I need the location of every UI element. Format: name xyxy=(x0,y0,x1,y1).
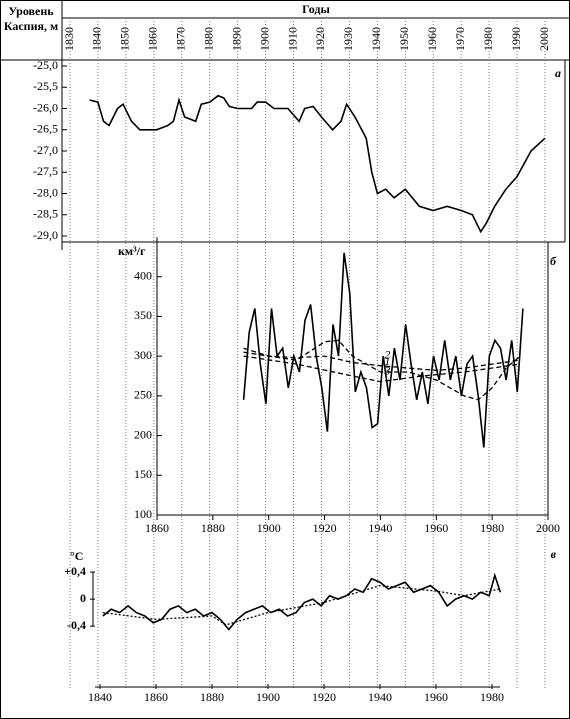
x-tick-label: 1960 xyxy=(425,27,439,51)
data-line xyxy=(89,94,546,234)
y-axis-title: °C xyxy=(70,549,83,563)
x-tick-label: 1990 xyxy=(509,27,523,51)
x-tick-label: 1880 xyxy=(200,690,224,704)
x-tick-label: 1940 xyxy=(368,690,392,704)
panel-label: в xyxy=(551,547,557,561)
x-tick-label: 1940 xyxy=(368,521,392,535)
x-tick-label: 1980 xyxy=(480,690,504,704)
y-tick-label: -25,0 xyxy=(33,58,58,72)
y-tick-label: 300 xyxy=(134,348,152,362)
y-axis-title: км³/г xyxy=(118,244,146,258)
x-tick-label: 1970 xyxy=(453,27,467,51)
x-tick-label: 1960 xyxy=(424,690,448,704)
x-tick-label: 1840 xyxy=(88,690,112,704)
y-tick-label: -26,0 xyxy=(33,100,58,114)
x-axis-title: Годы xyxy=(302,2,330,16)
x-tick-label: 1860 xyxy=(145,521,169,535)
y-tick-label: -25,5 xyxy=(33,79,58,93)
smoothed-line xyxy=(243,339,521,401)
series-label: 3 xyxy=(383,363,390,377)
x-tick-label: 1980 xyxy=(480,521,504,535)
panel-label: а xyxy=(555,66,561,80)
y-axis-title: Уровень Каспия, м xyxy=(3,4,59,33)
y-tick-label: -27,0 xyxy=(33,143,58,157)
x-tick-label: 1920 xyxy=(313,521,337,535)
y-tick-label: 250 xyxy=(134,388,152,402)
y-tick-label: +0,4 xyxy=(64,564,86,578)
series-label: 1 xyxy=(384,354,390,368)
x-tick-label: 1900 xyxy=(256,690,280,704)
y-tick-label: 150 xyxy=(134,467,152,481)
x-tick-label: 1980 xyxy=(481,27,495,51)
x-tick-label: 1930 xyxy=(341,27,355,51)
data-line xyxy=(102,572,502,631)
y-tick-label: 350 xyxy=(134,308,152,322)
x-tick-label: 1900 xyxy=(257,27,271,51)
y-tick-label: -26,5 xyxy=(33,122,58,136)
y-tick-label: -28,5 xyxy=(33,207,58,221)
smoothed-line xyxy=(243,347,521,372)
x-tick-label: 1950 xyxy=(397,27,411,51)
y-tick-label: -0,4 xyxy=(67,618,86,632)
x-tick-label: 1960 xyxy=(424,521,448,535)
x-tick-label: 1880 xyxy=(201,27,215,51)
x-tick-label: 1890 xyxy=(229,27,243,51)
x-tick-label: 1860 xyxy=(144,690,168,704)
panel-label: б xyxy=(550,254,557,268)
x-tick-label: 1840 xyxy=(90,27,104,51)
x-tick-label: 1910 xyxy=(285,27,299,51)
x-tick-label: 1940 xyxy=(369,27,383,51)
data-line xyxy=(242,252,524,448)
series-label: 2 xyxy=(384,347,390,361)
x-tick-label: 1880 xyxy=(201,521,225,535)
x-tick-label: 2000 xyxy=(537,27,551,51)
y-tick-label: -29,0 xyxy=(33,228,58,242)
smoothed-line xyxy=(243,355,521,383)
y-tick-label: 100 xyxy=(134,507,152,521)
x-tick-label: 1900 xyxy=(257,521,281,535)
x-tick-label: 1850 xyxy=(118,27,132,51)
y-tick-label: -28,0 xyxy=(33,185,58,199)
x-tick-label: 1830 xyxy=(62,27,76,51)
x-tick-label: 1920 xyxy=(312,690,336,704)
x-tick-label: 1870 xyxy=(174,27,188,51)
x-tick-label: 2000 xyxy=(536,521,560,535)
y-tick-label: -27,5 xyxy=(33,164,58,178)
y-tick-label: 0 xyxy=(80,591,86,605)
x-tick-label: 1860 xyxy=(146,27,160,51)
x-tick-label: 1920 xyxy=(313,27,327,51)
y-tick-label: 400 xyxy=(134,268,152,282)
y-tick-label: 200 xyxy=(134,427,152,441)
smoothed-line xyxy=(102,584,501,626)
